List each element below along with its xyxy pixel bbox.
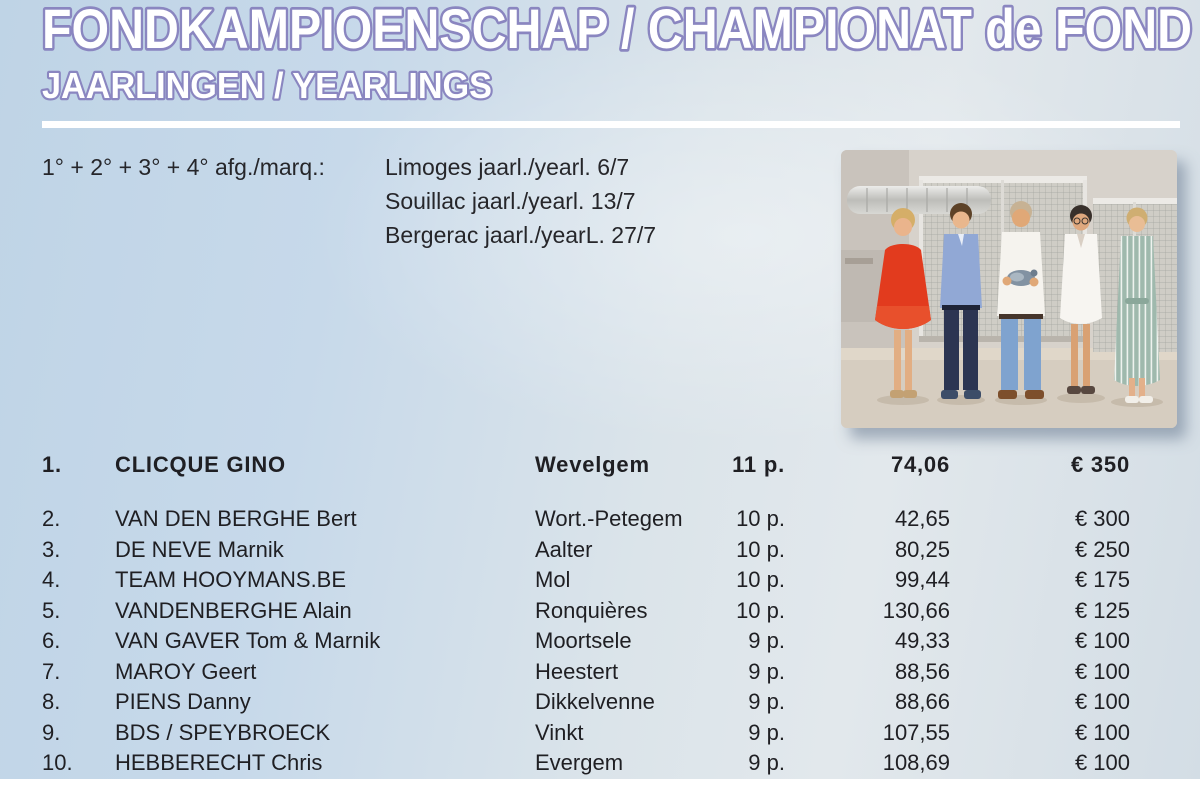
person-striped-dress [1114, 207, 1160, 403]
city-cell: Heestert [535, 658, 619, 684]
race-item-bergerac: Bergerac jaarl./yearL. 27/7 [385, 222, 657, 248]
fancier-name: VAN GAVER Tom & Marnik [115, 628, 381, 654]
points-cell: 10 p. [736, 536, 785, 562]
points-cell: 9 p. [748, 658, 785, 684]
table-row: 9. BDS / SPEYBROECK Vinkt 9 p. 107,55 € … [42, 718, 1180, 749]
race-info-label: 1° + 2° + 3° + 4° afg./marq.: [42, 154, 325, 180]
table-row: 4. TEAM HOOYMANS.BE Mol 10 p. 99,44 € 17… [42, 565, 1180, 596]
table-row: 10. HEBBERECHT Chris Evergem 9 p. 108,69… [42, 748, 1180, 779]
city-cell: Evergem [535, 750, 624, 776]
rank-cell: 7. [42, 658, 61, 684]
person-blue-shirt [940, 203, 982, 399]
coefficient-cell: 108,69 [882, 750, 950, 776]
prize-cell: € 175 [1074, 567, 1130, 593]
city-cell: Vinkt [535, 719, 584, 745]
city-cell: Wevelgem [535, 452, 650, 477]
divider-rule [42, 121, 1180, 128]
prize-cell: € 100 [1074, 719, 1130, 745]
coefficient-cell: 130,66 [882, 597, 950, 623]
rank-cell: 10. [42, 750, 73, 776]
prize-cell: € 125 [1074, 597, 1130, 623]
prize-cell: € 100 [1074, 628, 1130, 654]
person-white-dress [1060, 205, 1102, 394]
coefficient-cell: 99,44 [894, 567, 950, 593]
city-cell: Mol [535, 567, 571, 593]
city-cell: Wort.-Petegem [535, 506, 683, 532]
fancier-name: BDS / SPEYBROECK [115, 719, 331, 745]
coefficient-cell: 42,65 [894, 506, 950, 532]
city-cell: Aalter [535, 536, 593, 562]
coefficient-cell: 80,25 [894, 536, 950, 562]
rank-cell: 5. [42, 597, 61, 623]
race-list: Limoges jaarl./yearl. 6/7 Souillac jaarl… [385, 150, 656, 252]
winners-photo-illustration [841, 150, 1177, 428]
race-item-souillac: Souillac jaarl./yearl. 13/7 [385, 188, 636, 214]
page-subtitle: JAARLINGEN / YEARLINGS [42, 65, 492, 106]
rank-cell: 3. [42, 536, 61, 562]
points-cell: 10 p. [736, 597, 785, 623]
points-cell: 10 p. [736, 506, 785, 532]
person-holding-pigeon [997, 201, 1045, 399]
coefficient-cell: 88,66 [894, 689, 950, 715]
rank-cell: 1. [42, 452, 62, 477]
fancier-name: HEBBERECHT Chris [115, 750, 323, 776]
points-cell: 9 p. [748, 750, 785, 776]
fancier-name: VAN DEN BERGHE Bert [115, 506, 357, 532]
page-title: FONDKAMPIOENSCHAP / CHAMPIONAT de FOND [42, 0, 1192, 60]
fancier-name: VANDENBERGHE Alain [115, 597, 352, 623]
rank-cell: 6. [42, 628, 61, 654]
points-cell: 10 p. [736, 567, 785, 593]
prize-cell: € 300 [1074, 506, 1130, 532]
city-cell: Moortsele [535, 628, 632, 654]
table-row: 3. DE NEVE Marnik Aalter 10 p. 80,25 € 2… [42, 535, 1180, 566]
winners-photo [841, 150, 1177, 428]
prize-cell: € 100 [1074, 658, 1130, 684]
rank-cell: 8. [42, 689, 61, 715]
points-cell: 9 p. [748, 719, 785, 745]
coefficient-cell: 74,06 [890, 452, 950, 477]
points-cell: 11 p. [732, 452, 785, 477]
table-row: 1. CLICQUE GINO Wevelgem 11 p. 74,06 € 3… [42, 450, 1180, 480]
city-cell: Dikkelvenne [535, 689, 655, 715]
points-cell: 9 p. [748, 628, 785, 654]
header: FONDKAMPIOENSCHAP / CHAMPIONAT de FOND J… [40, 0, 1195, 108]
table-row: 2. VAN DEN BERGHE Bert Wort.-Petegem 10 … [42, 504, 1180, 535]
fancier-name: MAROY Geert [115, 658, 257, 684]
results-table: 1. CLICQUE GINO Wevelgem 11 p. 74,06 € 3… [42, 450, 1180, 779]
table-row: 6. VAN GAVER Tom & Marnik Moortsele 9 p.… [42, 626, 1180, 657]
coefficient-cell: 88,56 [894, 658, 950, 684]
table-row: 8. PIENS Danny Dikkelvenne 9 p. 88,66 € … [42, 687, 1180, 718]
fancier-name: PIENS Danny [115, 689, 251, 715]
city-cell: Ronquières [535, 597, 648, 623]
fancier-name: CLICQUE GINO [115, 452, 286, 477]
coefficient-cell: 107,55 [882, 719, 950, 745]
rank-cell: 9. [42, 719, 61, 745]
rank-cell: 2. [42, 506, 61, 532]
bottom-margin-strip [0, 779, 1200, 786]
rank-cell: 4. [42, 567, 61, 593]
points-cell: 9 p. [748, 689, 785, 715]
table-row: 7. MAROY Geert Heestert 9 p. 88,56 € 100 [42, 657, 1180, 688]
fancier-name: TEAM HOOYMANS.BE [115, 567, 347, 593]
coefficient-cell: 49,33 [894, 628, 950, 654]
fancier-name: DE NEVE Marnik [115, 536, 284, 562]
prize-cell: € 350 [1070, 452, 1130, 477]
prize-cell: € 250 [1074, 536, 1130, 562]
prize-cell: € 100 [1074, 750, 1130, 776]
race-item-limoges: Limoges jaarl./yearl. 6/7 [385, 154, 630, 180]
prize-cell: € 100 [1074, 689, 1130, 715]
person-red-dress [875, 208, 931, 398]
table-row: 5. VANDENBERGHE Alain Ronquières 10 p. 1… [42, 596, 1180, 627]
